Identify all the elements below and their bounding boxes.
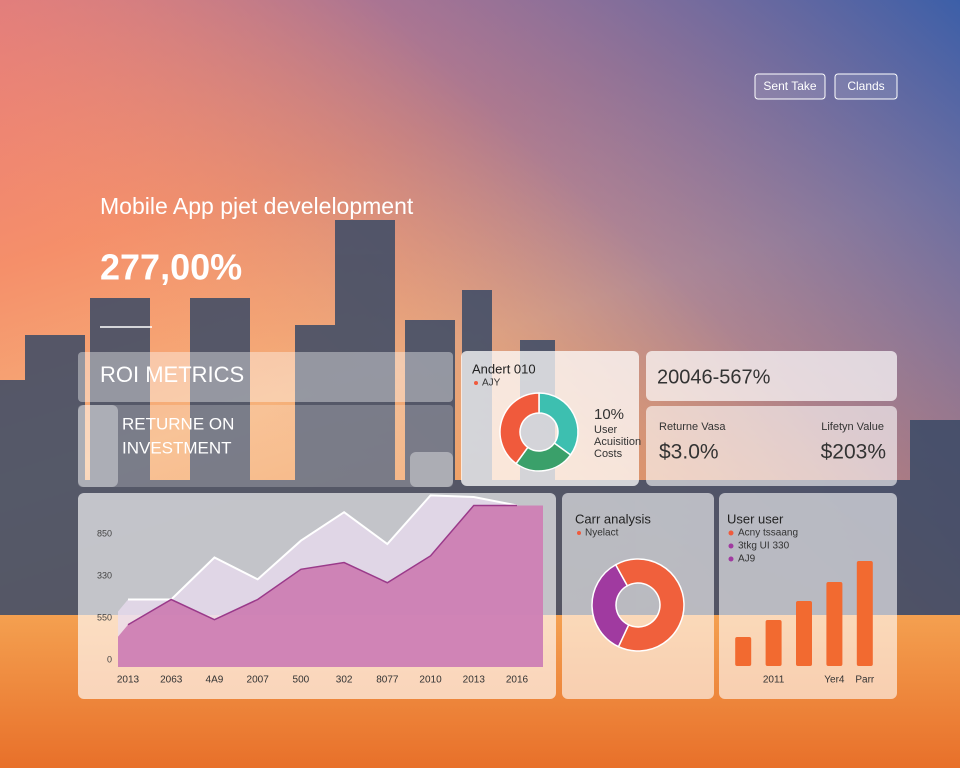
donut-segment — [591, 563, 630, 648]
bar-title: User user — [727, 511, 784, 526]
metric-value: $3.0% — [659, 441, 719, 464]
bar — [856, 561, 873, 666]
x-tick-label: 2016 — [506, 675, 529, 686]
donut-segment — [499, 392, 540, 465]
donut-label: Acuisition — [594, 436, 641, 448]
donut-title: Andert 010 — [472, 361, 536, 376]
header-value: 277,00% — [100, 247, 242, 288]
legend-dot — [728, 530, 734, 536]
bar — [796, 601, 812, 666]
legend-label: AJ9 — [738, 554, 756, 565]
roi-tab — [410, 452, 453, 487]
roi-sub-panel — [78, 405, 453, 487]
donut-label: Costs — [594, 448, 623, 460]
legend-label: AJY — [482, 378, 501, 389]
area-line — [128, 494, 518, 601]
x-tick-label: 2010 — [419, 675, 442, 686]
roi-tab — [78, 405, 118, 487]
x-tick-label: 2007 — [247, 675, 270, 686]
button-label[interactable]: Sent Take — [763, 79, 816, 93]
donut-label: 10% — [594, 406, 624, 423]
metric-value: $203% — [821, 441, 886, 464]
y-tick-label: 330 — [97, 570, 112, 580]
button[interactable] — [754, 73, 826, 100]
x-tick-label: Yer4 — [824, 675, 845, 686]
bar — [765, 620, 782, 666]
x-tick-label: 2013 — [117, 675, 140, 686]
roi-subtitle: RETURNE ON — [122, 414, 234, 433]
legend-label: 3tkg UI 330 — [738, 541, 790, 552]
x-tick-label: 2063 — [160, 675, 183, 686]
y-tick-label: 850 — [97, 528, 112, 538]
bar — [735, 637, 752, 666]
area-line — [127, 504, 517, 626]
button-label[interactable]: Clands — [847, 79, 884, 93]
legend-label: Acny tssaang — [738, 528, 798, 539]
x-tick-label: Parr — [855, 675, 875, 686]
legend-dot — [728, 543, 734, 549]
legend-label: Nyelact — [585, 528, 619, 539]
y-tick-label: 550 — [97, 612, 112, 622]
buttons: Sent Take Clands — [754, 73, 898, 100]
x-tick-label: 2013 — [463, 675, 486, 686]
roi-subtitle: INVESTMENT — [122, 438, 232, 457]
area — [118, 505, 543, 667]
donut-title: Carr analysis — [575, 511, 651, 526]
metric-label: Returne Vasa — [659, 421, 726, 433]
bar — [826, 582, 843, 666]
metrics-panel — [646, 406, 897, 486]
roi-panel — [78, 352, 453, 402]
stat-value: 20046-567% — [657, 366, 771, 388]
legend-dot — [474, 381, 478, 385]
x-tick-label: 302 — [336, 675, 353, 686]
roi-title: ROI METRICS — [100, 362, 244, 387]
legend-dot — [728, 556, 734, 562]
stat-panel — [646, 351, 897, 401]
x-tick-label: 2011 — [763, 675, 785, 686]
donut-segment — [538, 392, 579, 456]
legend-dot — [577, 531, 581, 535]
x-tick-label: 4A9 — [206, 675, 224, 686]
bar-panel — [719, 493, 897, 699]
button[interactable] — [834, 73, 898, 100]
x-tick-label: 8077 — [376, 675, 399, 686]
donut-segment — [614, 558, 685, 652]
metric-label: Lifetyn Value — [821, 421, 884, 433]
header-title: Mobile App pjet develelopment — [100, 193, 414, 219]
y-tick-label: 0 — [107, 654, 112, 664]
donut-label: User — [594, 424, 618, 436]
donut-panel — [562, 493, 714, 699]
x-tick-label: 500 — [293, 675, 310, 686]
